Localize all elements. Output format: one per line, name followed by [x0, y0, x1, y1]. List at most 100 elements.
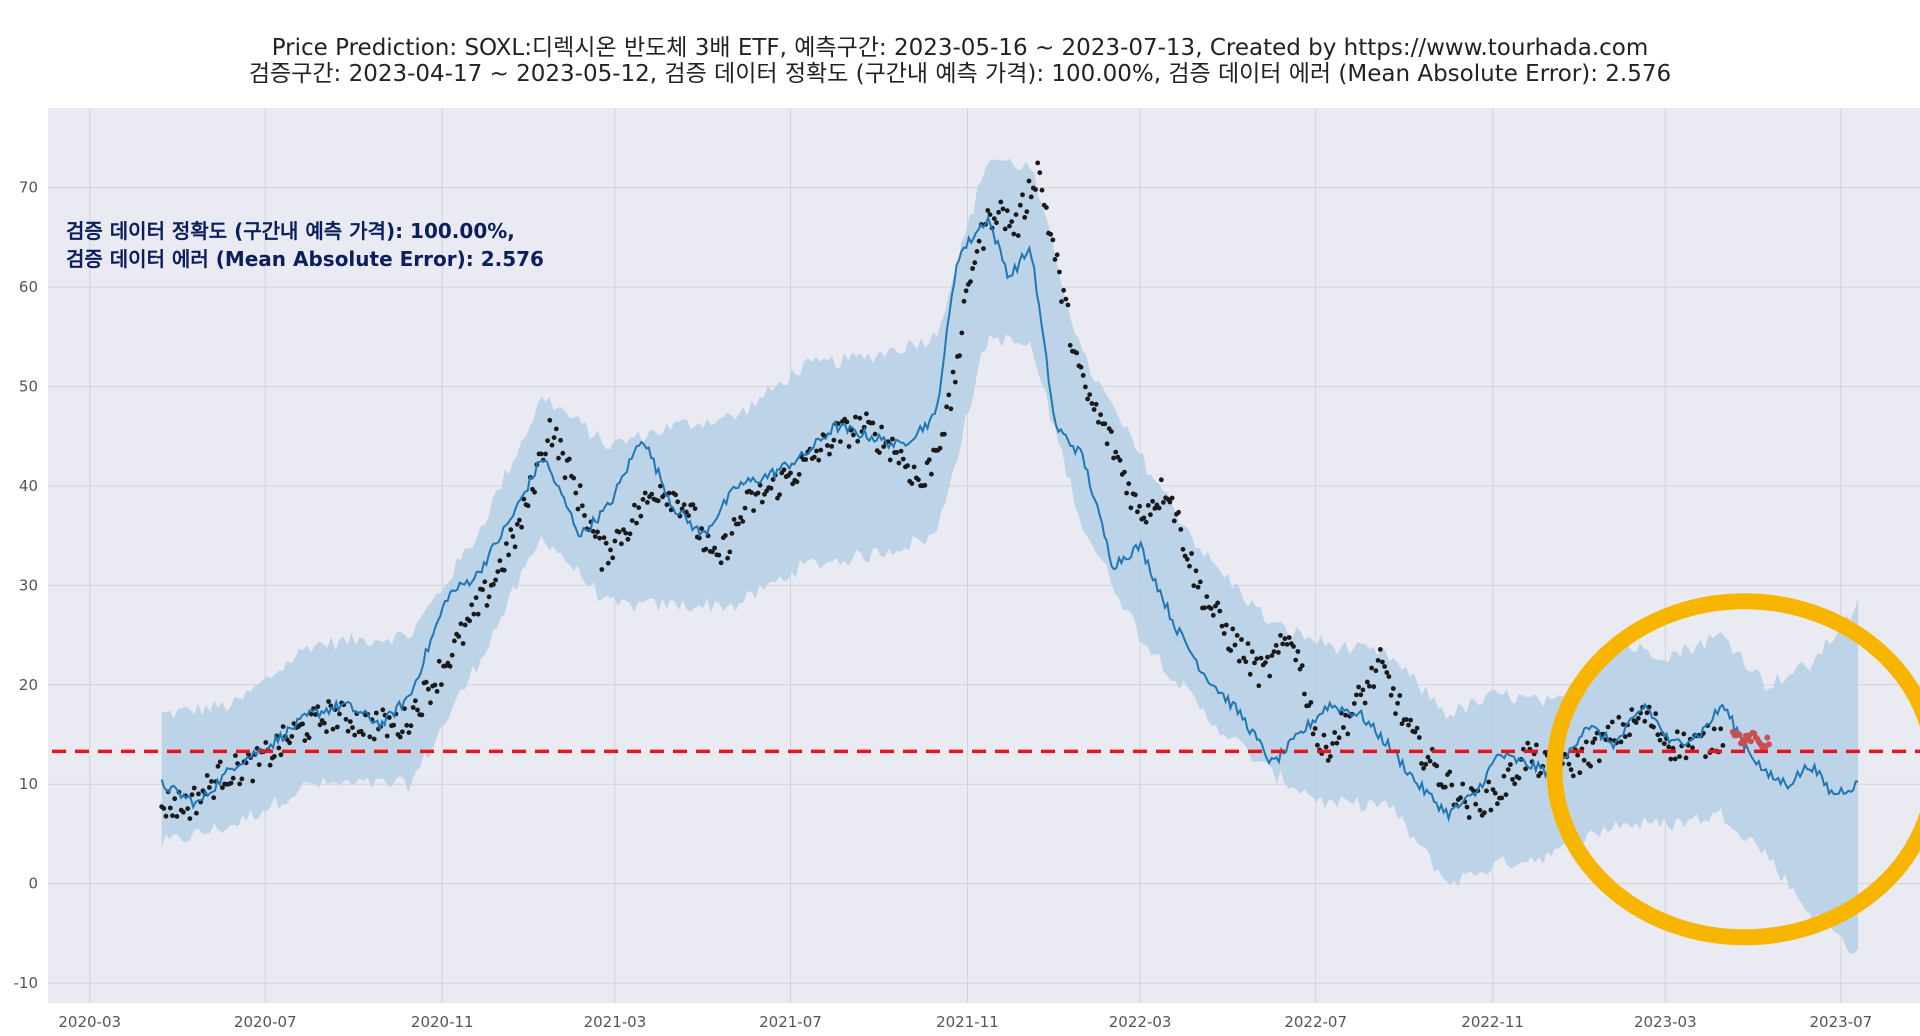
actual-point: [482, 579, 488, 585]
actual-point: [816, 457, 822, 463]
actual-point: [1720, 743, 1726, 748]
actual-point: [1653, 711, 1659, 717]
actual-point: [543, 451, 548, 457]
actual-point: [573, 490, 579, 496]
actual-point: [1570, 773, 1576, 779]
actual-point: [1644, 710, 1650, 716]
actual-point: [1302, 691, 1307, 697]
actual-point: [371, 736, 377, 742]
actual-point: [658, 483, 663, 489]
actual-point: [1486, 779, 1492, 785]
actual-point: [514, 521, 520, 527]
actual-point: [1718, 726, 1724, 732]
actual-point: [402, 706, 407, 711]
actual-point: [1013, 212, 1019, 218]
actual-point: [926, 457, 932, 463]
actual-point: [948, 406, 954, 412]
actual-point: [898, 448, 904, 454]
actual-point: [1091, 407, 1097, 412]
actual-point: [1028, 194, 1034, 200]
actual-point: [749, 490, 754, 495]
actual-point: [452, 638, 457, 644]
actual-point: [1419, 761, 1424, 766]
actual-point: [1022, 215, 1028, 220]
actual-point: [794, 479, 800, 485]
actual-point: [900, 456, 906, 462]
actual-point: [1416, 735, 1422, 740]
actual-point: [1367, 683, 1372, 689]
actual-point: [827, 451, 832, 457]
actual-point: [1583, 739, 1589, 745]
actual-point: [575, 506, 581, 512]
y-tick-label: 20: [19, 676, 38, 694]
actual-point: [831, 437, 837, 443]
actual-point: [1273, 643, 1279, 648]
actual-point: [759, 499, 765, 505]
actual-point: [510, 534, 516, 539]
actual-point: [1074, 350, 1080, 356]
x-tick-label: 2020-11: [411, 1013, 474, 1031]
actual-point: [1525, 740, 1531, 746]
actual-point: [601, 535, 607, 541]
actual-point: [1321, 732, 1327, 738]
actual-point: [1052, 257, 1058, 262]
actual-point: [317, 722, 323, 728]
actual-point: [1111, 455, 1116, 461]
actual-point: [1217, 608, 1223, 614]
actual-point: [1004, 208, 1010, 214]
actual-point: [1575, 752, 1580, 758]
actual-point: [937, 445, 943, 451]
confidence-band: [161, 158, 1859, 954]
actual-point: [484, 603, 490, 608]
actual-point: [632, 502, 637, 508]
actual-point: [1473, 801, 1479, 807]
actual-point: [1523, 766, 1528, 772]
actual-point: [1169, 495, 1175, 501]
actual-point: [1508, 762, 1513, 767]
actual-point: [645, 500, 650, 505]
actual-point: [629, 518, 635, 523]
actual-point: [1356, 684, 1361, 690]
actual-point: [391, 722, 397, 728]
actual-point: [194, 810, 199, 816]
actual-point: [562, 475, 568, 481]
validation-points: [1729, 729, 1772, 751]
actual-point: [1286, 635, 1292, 640]
actual-point: [1434, 763, 1440, 769]
actual-point: [1009, 219, 1015, 225]
actual-point: [167, 805, 173, 811]
actual-point: [751, 508, 756, 513]
actual-point: [1369, 665, 1374, 671]
actual-point: [851, 432, 856, 438]
y-tick-label: 50: [19, 377, 38, 395]
actual-point: [877, 450, 882, 455]
y-axis-ticks: -10 0 10 20 30 40 50 60 70: [14, 179, 39, 993]
actual-point: [1150, 498, 1155, 504]
actual-point: [1666, 744, 1672, 750]
actual-point: [1102, 421, 1108, 427]
actual-point: [957, 353, 962, 359]
actual-point: [627, 531, 633, 537]
actual-point: [1145, 503, 1151, 508]
actual-point: [1661, 741, 1667, 746]
actual-point: [1083, 384, 1088, 390]
actual-point: [1581, 757, 1587, 763]
actual-point: [922, 482, 928, 488]
actual-point: [1291, 644, 1296, 649]
actual-point: [1590, 740, 1596, 745]
actual-point: [944, 404, 949, 410]
validation-point: [1764, 734, 1771, 741]
actual-point: [337, 711, 342, 717]
actual-point: [981, 246, 986, 252]
actual-point: [1263, 660, 1268, 665]
actual-point: [994, 220, 999, 226]
actual-point: [963, 288, 969, 294]
actual-point: [545, 438, 550, 444]
actual-point: [174, 814, 180, 819]
actual-point: [1202, 605, 1207, 611]
actual-point: [998, 199, 1004, 205]
actual-point: [434, 689, 440, 694]
actual-point: [215, 763, 221, 769]
actual-point: [571, 475, 577, 481]
actual-point: [818, 447, 824, 453]
